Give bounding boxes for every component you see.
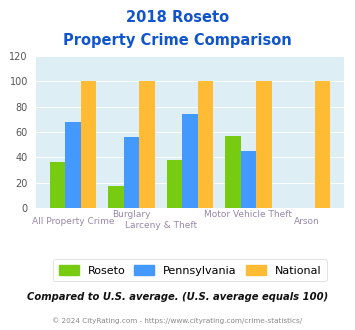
Text: Arson: Arson xyxy=(294,217,320,226)
Text: Property Crime Comparison: Property Crime Comparison xyxy=(63,33,292,48)
Text: Larceny & Theft: Larceny & Theft xyxy=(125,220,197,230)
Text: © 2024 CityRating.com - https://www.cityrating.com/crime-statistics/: © 2024 CityRating.com - https://www.city… xyxy=(53,317,302,324)
Text: Motor Vehicle Theft: Motor Vehicle Theft xyxy=(204,211,293,219)
Bar xyxy=(166,160,182,208)
Text: All Property Crime: All Property Crime xyxy=(32,217,114,226)
Text: Burglary: Burglary xyxy=(112,211,151,219)
Bar xyxy=(256,82,272,208)
Bar xyxy=(81,82,96,208)
Text: Compared to U.S. average. (U.S. average equals 100): Compared to U.S. average. (U.S. average … xyxy=(27,292,328,302)
Bar xyxy=(241,151,256,208)
Text: 2018 Roseto: 2018 Roseto xyxy=(126,10,229,25)
Bar xyxy=(65,122,81,208)
Bar xyxy=(182,114,198,208)
Bar xyxy=(198,82,213,208)
Bar xyxy=(315,82,330,208)
Bar xyxy=(108,186,124,208)
Bar xyxy=(139,82,155,208)
Legend: Roseto, Pennsylvania, National: Roseto, Pennsylvania, National xyxy=(53,259,327,281)
Bar xyxy=(225,136,241,208)
Bar xyxy=(124,137,139,208)
Bar xyxy=(50,162,65,208)
